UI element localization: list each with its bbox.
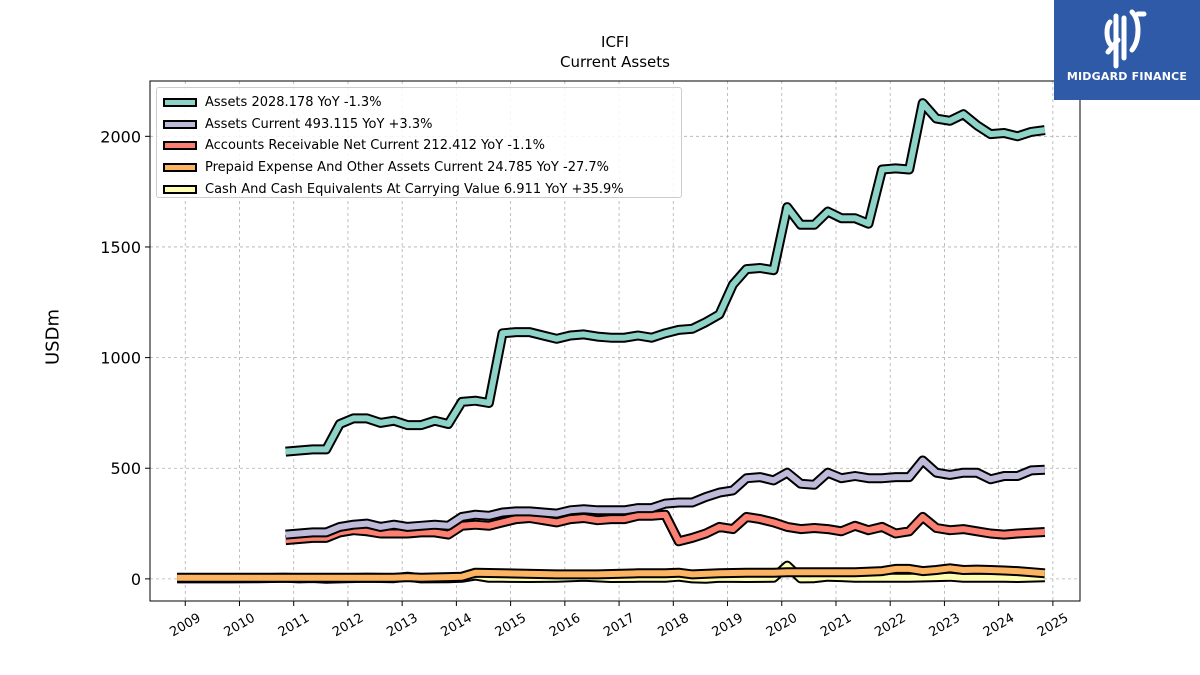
legend-label: Accounts Receivable Net Current 212.412 … xyxy=(205,138,546,154)
x-tick-label: 2021 xyxy=(818,611,854,641)
legend-item-accounts-receivable: Accounts Receivable Net Current 212.412 … xyxy=(163,135,675,157)
chart-series xyxy=(177,98,1046,584)
legend-label: Assets 2028.178 YoY -1.3% xyxy=(205,95,382,111)
chart-subtitle: Current Assets xyxy=(560,53,670,71)
y-tick-label: 0 xyxy=(131,570,141,589)
legend-item-prepaid-expense: Prepaid Expense And Other Assets Current… xyxy=(163,157,675,179)
x-tick-label: 2015 xyxy=(493,611,529,641)
x-tick-label: 2009 xyxy=(167,611,203,641)
x-tick-label: 2019 xyxy=(710,611,746,641)
plot-frame xyxy=(149,80,1081,602)
legend-label: Cash And Cash Equivalents At Carrying Va… xyxy=(205,181,624,197)
series-line xyxy=(285,100,1046,455)
x-tick-label: 2018 xyxy=(655,611,691,641)
y-tick-label: 1500 xyxy=(100,238,141,257)
legend-swatch xyxy=(163,184,197,194)
x-tick-label: 2013 xyxy=(384,611,420,641)
chart-title: ICFI xyxy=(601,33,629,51)
x-tick-label: 2025 xyxy=(1035,611,1071,641)
x-tick-label: 2012 xyxy=(330,611,366,641)
axis-ticks: 0 500 1000 1500 2000 2009 2010 2011 2012 2013 2014… xyxy=(100,127,1071,640)
legend-swatch xyxy=(163,163,197,173)
y-axis-label: USDm xyxy=(42,309,64,365)
y-tick-label: 1000 xyxy=(100,349,141,368)
legend-swatch xyxy=(163,119,197,129)
x-tick-label: 2024 xyxy=(981,611,1017,641)
brand-logo: MIDGARD FINANCE xyxy=(1054,0,1200,100)
x-tick-label: 2014 xyxy=(439,611,475,641)
y-tick-label: 500 xyxy=(110,459,141,478)
x-tick-label: 2011 xyxy=(276,611,312,641)
x-tick-label: 2023 xyxy=(927,611,963,641)
legend-label: Prepaid Expense And Other Assets Current… xyxy=(205,160,609,176)
series-line xyxy=(285,511,1045,545)
legend-item-cash: Cash And Cash Equivalents At Carrying Va… xyxy=(163,178,675,200)
legend-swatch xyxy=(163,98,197,108)
legend-label: Assets Current 493.115 YoY +3.3% xyxy=(205,116,433,132)
logo-text: MIDGARD FINANCE xyxy=(1066,70,1188,83)
legend: Assets 2028.178 YoY -1.3% Assets Current… xyxy=(156,87,682,198)
x-tick-label: 2016 xyxy=(547,611,583,641)
legend-swatch xyxy=(163,141,197,151)
series-line xyxy=(177,565,1046,581)
legend-item-assets: Assets 2028.178 YoY -1.3% xyxy=(163,92,675,114)
logo-mark-icon xyxy=(1104,9,1147,69)
x-tick-label: 2010 xyxy=(222,611,258,641)
x-tick-label: 2017 xyxy=(601,611,637,641)
series-line xyxy=(285,457,1045,538)
x-tick-label: 2020 xyxy=(764,611,800,641)
legend-item-assets-current: Assets Current 493.115 YoY +3.3% xyxy=(163,114,675,136)
x-tick-label: 2022 xyxy=(872,611,908,641)
y-tick-label: 2000 xyxy=(100,127,141,146)
